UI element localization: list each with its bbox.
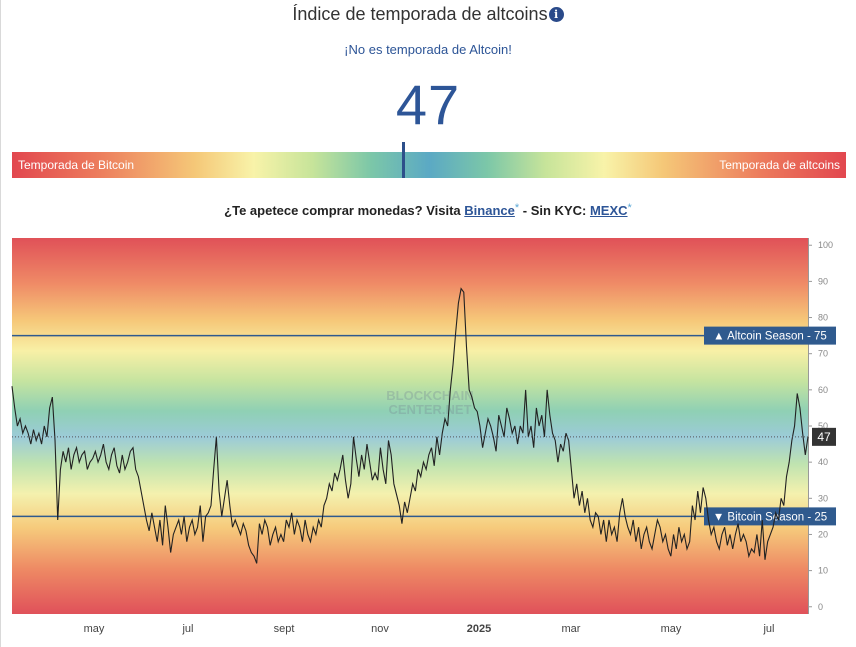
x-tick-label: mar [562, 623, 581, 635]
altcoin-season-chart: 0 10 20 30 40 50 60 70 80 90 100 may jul sept nov 2025… [11, 238, 836, 635]
reference-label: ▲ Altcoin Season - 75 [713, 331, 827, 343]
y-tick-label: 100 [818, 240, 833, 250]
x-axis-ticks: may jul sept nov 2025 mar may jul [84, 623, 775, 635]
y-tick-label: 10 [818, 566, 828, 576]
x-tick-label: may [84, 623, 105, 635]
x-tick-label: jul [762, 623, 774, 635]
y-tick-label: 30 [818, 493, 828, 503]
current-value-group: 47 [12, 427, 836, 446]
y-tick-label: 50 [818, 421, 828, 431]
x-tick-label: may [661, 623, 682, 635]
left-border [0, 0, 1, 647]
series-line [11, 287, 809, 564]
mexc-affiliate-mark: * [627, 202, 632, 214]
reference-lines: ▲ Altcoin Season - 75 ▼ Bitcoin Season - … [12, 326, 836, 526]
watermark-text: CENTER.NET [388, 402, 471, 417]
binance-affiliate-mark: * [514, 202, 520, 214]
info-icon[interactable]: i [548, 7, 564, 22]
index-value: 47 [395, 73, 461, 136]
x-tick-label: sept [274, 623, 295, 635]
reference-label: ▼ Bitcoin Season - 25 [713, 511, 827, 523]
reference-label-box [704, 326, 836, 345]
y-tick-label: 20 [818, 529, 828, 539]
x-tick-label: nov [371, 623, 389, 635]
x-tick-label: 2025 [467, 623, 491, 635]
current-value-label: 47 [817, 430, 831, 444]
y-tick-label: 40 [818, 457, 828, 467]
current-value-box [812, 427, 836, 446]
y-axis-ticks: 0 10 20 30 40 50 60 70 80 90 100 [808, 240, 833, 612]
y-axis-area [808, 238, 836, 614]
gauge-label-bitcoin: Temporada de Bitcoin [18, 158, 135, 172]
promo-line: ¿Te apetece comprar monedas? Visita Bina… [0, 202, 856, 218]
page-title-row: Índice de temporada de altcoins i [0, 4, 856, 25]
binance-link[interactable]: Binance [464, 203, 515, 218]
y-tick-label: 0 [818, 602, 823, 612]
reference-label-box [704, 507, 836, 526]
promo-middle: - Sin KYC: [522, 203, 587, 218]
chart-plot-background [12, 238, 808, 614]
gauge-marker [402, 142, 406, 178]
watermark-text: BLOCKCHAIN [386, 388, 473, 403]
y-tick-label: 60 [818, 385, 828, 395]
mexc-link[interactable]: MEXC [589, 203, 628, 218]
page-title: Índice de temporada de altcoins [292, 4, 548, 24]
y-tick-label: 90 [818, 276, 828, 286]
season-status: ¡No es temporada de Altcoin! [344, 42, 512, 57]
x-tick-label: jul [181, 623, 193, 635]
season-gauge: Temporada de Bitcoin Temporada de altcoi… [12, 142, 846, 178]
y-tick-label: 80 [818, 313, 828, 323]
promo-prefix: ¿Te apetece comprar monedas? Visita [224, 203, 461, 218]
y-tick-label: 70 [818, 349, 828, 359]
gauge-label-altcoin: Temporada de altcoins [719, 158, 840, 172]
